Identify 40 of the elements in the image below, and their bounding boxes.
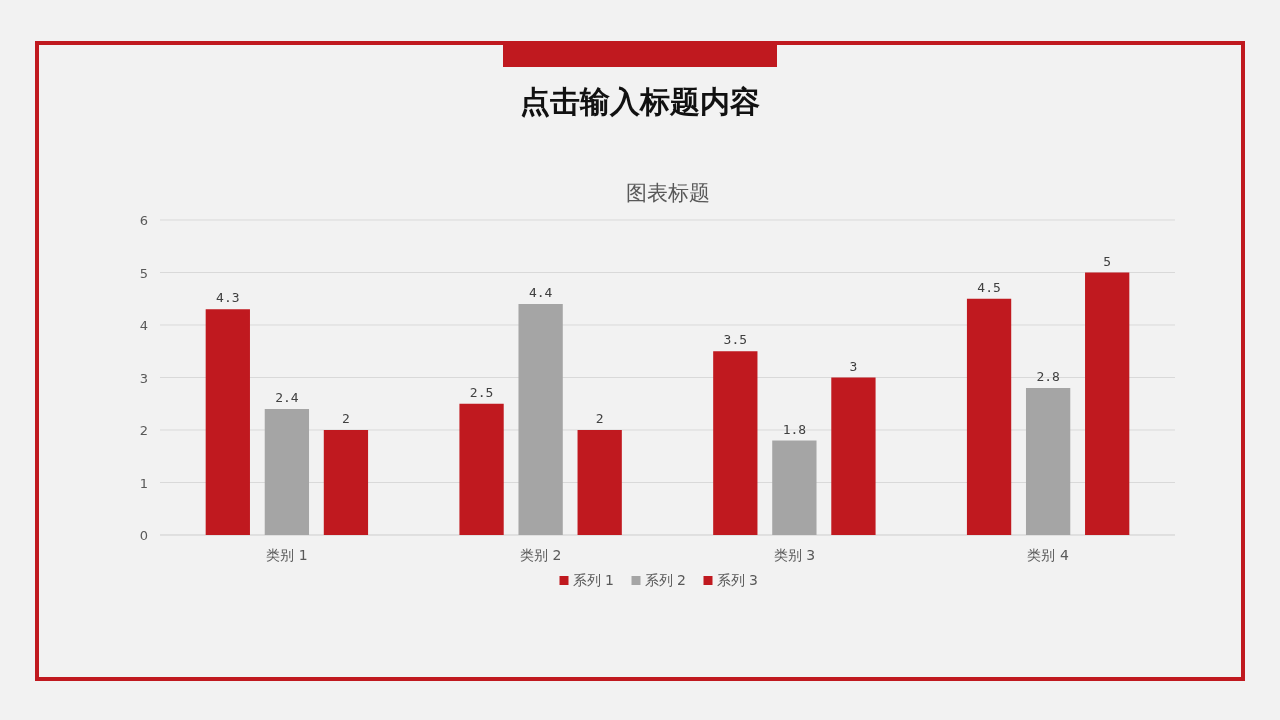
bar (772, 440, 817, 535)
legend-label: 系列 3 (716, 572, 758, 588)
y-tick-label: 4 (139, 318, 148, 333)
y-tick-label: 3 (139, 370, 148, 386)
data-label: 4.3 (216, 290, 240, 306)
chart-title: 点击输入标题内容 (520, 84, 760, 119)
bar (205, 309, 250, 535)
x-tick-label: 类别 2 (519, 547, 562, 563)
x-tick-label: 类别 1 (266, 547, 308, 563)
data-label: 3 (849, 358, 858, 374)
bar (713, 351, 758, 535)
bar (264, 409, 310, 535)
data-label: 4.5 (977, 279, 1001, 295)
bar (518, 304, 563, 535)
bar (459, 403, 504, 535)
data-label: 2.4 (275, 390, 299, 405)
y-tick-label: 0 (139, 528, 148, 543)
bar (323, 430, 369, 535)
x-tick-label: 类别 3 (773, 547, 816, 563)
y-tick-label: 5 (139, 265, 148, 281)
bar (966, 298, 1012, 535)
y-tick-label: 2 (139, 423, 148, 438)
bar (831, 377, 876, 535)
bar (1025, 388, 1071, 535)
chart-subtitle: 图表标题 (625, 181, 710, 205)
data-label: 2.5 (469, 384, 494, 400)
data-label: 3.5 (723, 332, 748, 348)
bar (1085, 272, 1130, 535)
data-label: 2 (342, 411, 350, 426)
y-tick-label: 1 (139, 475, 148, 491)
data-label: 4.4 (528, 285, 553, 300)
legend-label: 系列 1 (572, 572, 614, 588)
data-label: 2 (595, 411, 604, 426)
bar (577, 430, 622, 535)
data-label: 1.8 (782, 421, 807, 437)
data-label: 5 (1103, 253, 1112, 269)
legend-label: 系列 2 (644, 572, 686, 588)
x-tick-label: 类别 4 (1027, 547, 1069, 563)
y-tick-label: 6 (139, 213, 148, 228)
data-label: 2.8 (1036, 369, 1060, 384)
